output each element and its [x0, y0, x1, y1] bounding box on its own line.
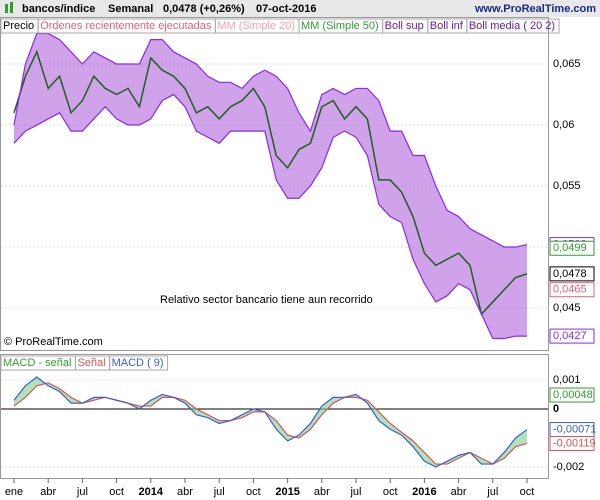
value-label-box: [549, 387, 595, 403]
value-label: 0,0478: [553, 268, 587, 280]
legend-entry: MM (Simple 20): [217, 20, 295, 32]
series-line: [13, 376, 528, 468]
legend-entry: MACD - señal: [3, 357, 71, 369]
x-tick-label: oct: [246, 486, 261, 498]
legend-box: [466, 18, 560, 34]
legend-entry: Boll media ( 20 2): [469, 20, 555, 32]
header-date: 07-oct-2016: [256, 3, 317, 15]
x-tick-label: jul: [349, 486, 361, 498]
header-title: bancos/indice: [22, 3, 95, 15]
y-tick-label: 0,055: [553, 180, 581, 192]
x-tick-label: oct: [109, 486, 124, 498]
series-line: [13, 49, 528, 316]
y-tick-label: -0,002: [553, 461, 584, 473]
value-label-box: [549, 435, 595, 451]
x-tick-label: jul: [213, 486, 225, 498]
y-tick-label: 0,045: [553, 302, 581, 314]
value-label: 0,0427: [553, 330, 587, 342]
value-label: 0,0465: [553, 284, 587, 296]
legend-entry: Órdenes recientemente ejecutadas: [40, 19, 212, 32]
legend-entry: Precio: [3, 20, 34, 32]
x-tick-label: 2016: [412, 486, 436, 498]
y-tick-label: 0: [553, 403, 559, 415]
series-line: [13, 32, 528, 248]
x-tick-label: jul: [76, 486, 88, 498]
value-label: 0,0499: [553, 242, 587, 254]
legend-box: [109, 355, 169, 371]
price-panel: [0, 17, 549, 351]
series-line: [13, 382, 528, 465]
logo: [10, 2, 13, 13]
series-line: [13, 93, 527, 340]
y-tick-label: 0,06: [553, 119, 574, 131]
y-tick-label: 0,001: [553, 374, 581, 386]
macd-signal-area: [14, 377, 527, 467]
x-tick-label: oct: [383, 486, 398, 498]
value-label-box: [549, 240, 595, 256]
x-tick-label: abr: [314, 486, 330, 498]
x-tick-label: oct: [520, 486, 535, 498]
legend-entry: MM (Simple 50): [301, 20, 379, 32]
value-label: -0,00071: [553, 423, 596, 435]
x-tick-label: 2014: [139, 486, 164, 498]
annotation: Relativo sector bancario tiene aun recor…: [160, 294, 373, 306]
value-label-box: [549, 282, 595, 298]
header-site: www.ProRealTime.com: [474, 3, 596, 15]
value-label: 0,00048: [553, 389, 593, 401]
x-tick-label: jul: [486, 486, 498, 498]
legend-entry: Señal: [77, 357, 105, 369]
x-tick-label: 2015: [275, 486, 299, 498]
header-period: Semanal: [108, 3, 153, 15]
logo: [5, 4, 8, 13]
macd-panel: [0, 354, 549, 479]
x-tick-label: abr: [177, 486, 193, 498]
y-tick-label: 0,065: [553, 58, 581, 70]
header-bar: [0, 0, 600, 17]
value-label-box: [549, 328, 595, 344]
x-tick-label: abr: [40, 486, 56, 498]
legend-entry: MACD ( 9): [112, 357, 164, 369]
x-tick-label: ene: [5, 486, 23, 498]
bollinger-band: [14, 33, 527, 339]
header-price: 0,0478 (+0,26%): [163, 3, 245, 15]
x-tick-label: abr: [451, 486, 467, 498]
value-label: -0,00119: [553, 437, 596, 449]
legend-entry: Boll inf: [430, 20, 464, 32]
legend-entry: Boll sup: [385, 20, 424, 32]
value-label-box: [549, 266, 595, 282]
credit: © ProRealTime.com: [4, 336, 103, 348]
